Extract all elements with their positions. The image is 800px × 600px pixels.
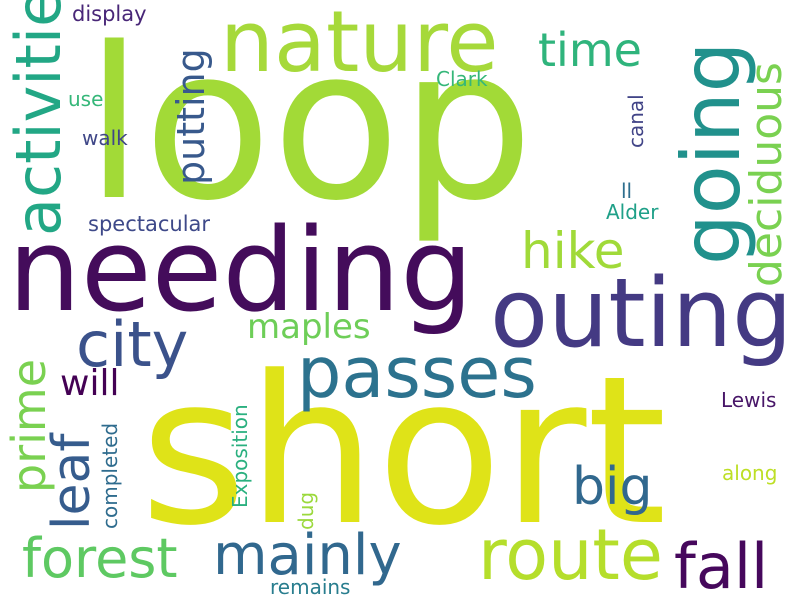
- word-display: display: [72, 2, 147, 26]
- word-Alder: Alder: [606, 200, 659, 224]
- word-nature: nature: [220, 0, 499, 92]
- word-mainly: mainly: [213, 523, 402, 588]
- word-time: time: [538, 23, 642, 77]
- word-Lewis: Lewis: [721, 388, 777, 412]
- word-route: route: [478, 514, 663, 596]
- word-Clark: Clark: [436, 67, 488, 91]
- word-will: will: [60, 363, 120, 404]
- word-walk: walk: [82, 126, 128, 150]
- word-ll: ll: [621, 179, 633, 203]
- word-hike: hike: [521, 222, 625, 280]
- word-fall: fall: [674, 530, 769, 600]
- word-completed: completed: [98, 422, 122, 529]
- word-dug: dug: [294, 491, 318, 530]
- word-along: along: [722, 461, 778, 485]
- word-use: use: [68, 87, 104, 111]
- word-short: short: [140, 333, 667, 571]
- word-outing: outing: [490, 259, 793, 369]
- word-forest: forest: [22, 527, 178, 590]
- word-Exposition: Exposition: [228, 404, 252, 508]
- word-deciduous: deciduous: [741, 62, 792, 287]
- word-putting: putting: [169, 48, 213, 185]
- word-passes: activities: [2, 0, 75, 236]
- word-prime: prime: [2, 358, 56, 493]
- word-big: big: [572, 457, 653, 517]
- word-canal: canal: [624, 94, 648, 148]
- word-activities: passes: [297, 332, 537, 414]
- word-loop: loop: [85, 2, 534, 247]
- word-going: going: [665, 41, 758, 265]
- word-remains: remains: [270, 575, 351, 599]
- word-maples: maples: [247, 307, 371, 347]
- word-spectacular: spectacular: [88, 212, 211, 236]
- word-city: city: [76, 308, 189, 381]
- word-needing: needing: [8, 204, 474, 338]
